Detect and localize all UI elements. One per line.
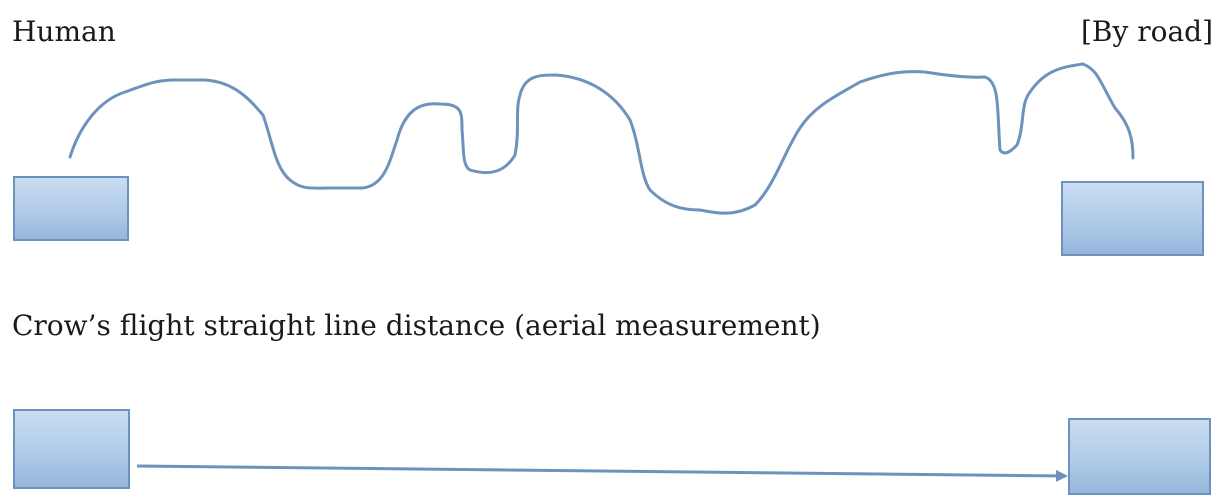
winding-road-path xyxy=(68,62,1135,215)
aerial-end-box xyxy=(1068,418,1211,495)
road-start-box xyxy=(13,176,129,241)
road-section-left-label: Human xyxy=(12,15,116,48)
aerial-section-label: Crow’s flight straight line distance (ae… xyxy=(12,309,821,342)
aerial-start-box xyxy=(13,409,130,489)
road-section-right-label: [By road] xyxy=(1080,15,1213,48)
road-end-box xyxy=(1061,181,1204,256)
straight-line-arrow xyxy=(136,464,1068,482)
